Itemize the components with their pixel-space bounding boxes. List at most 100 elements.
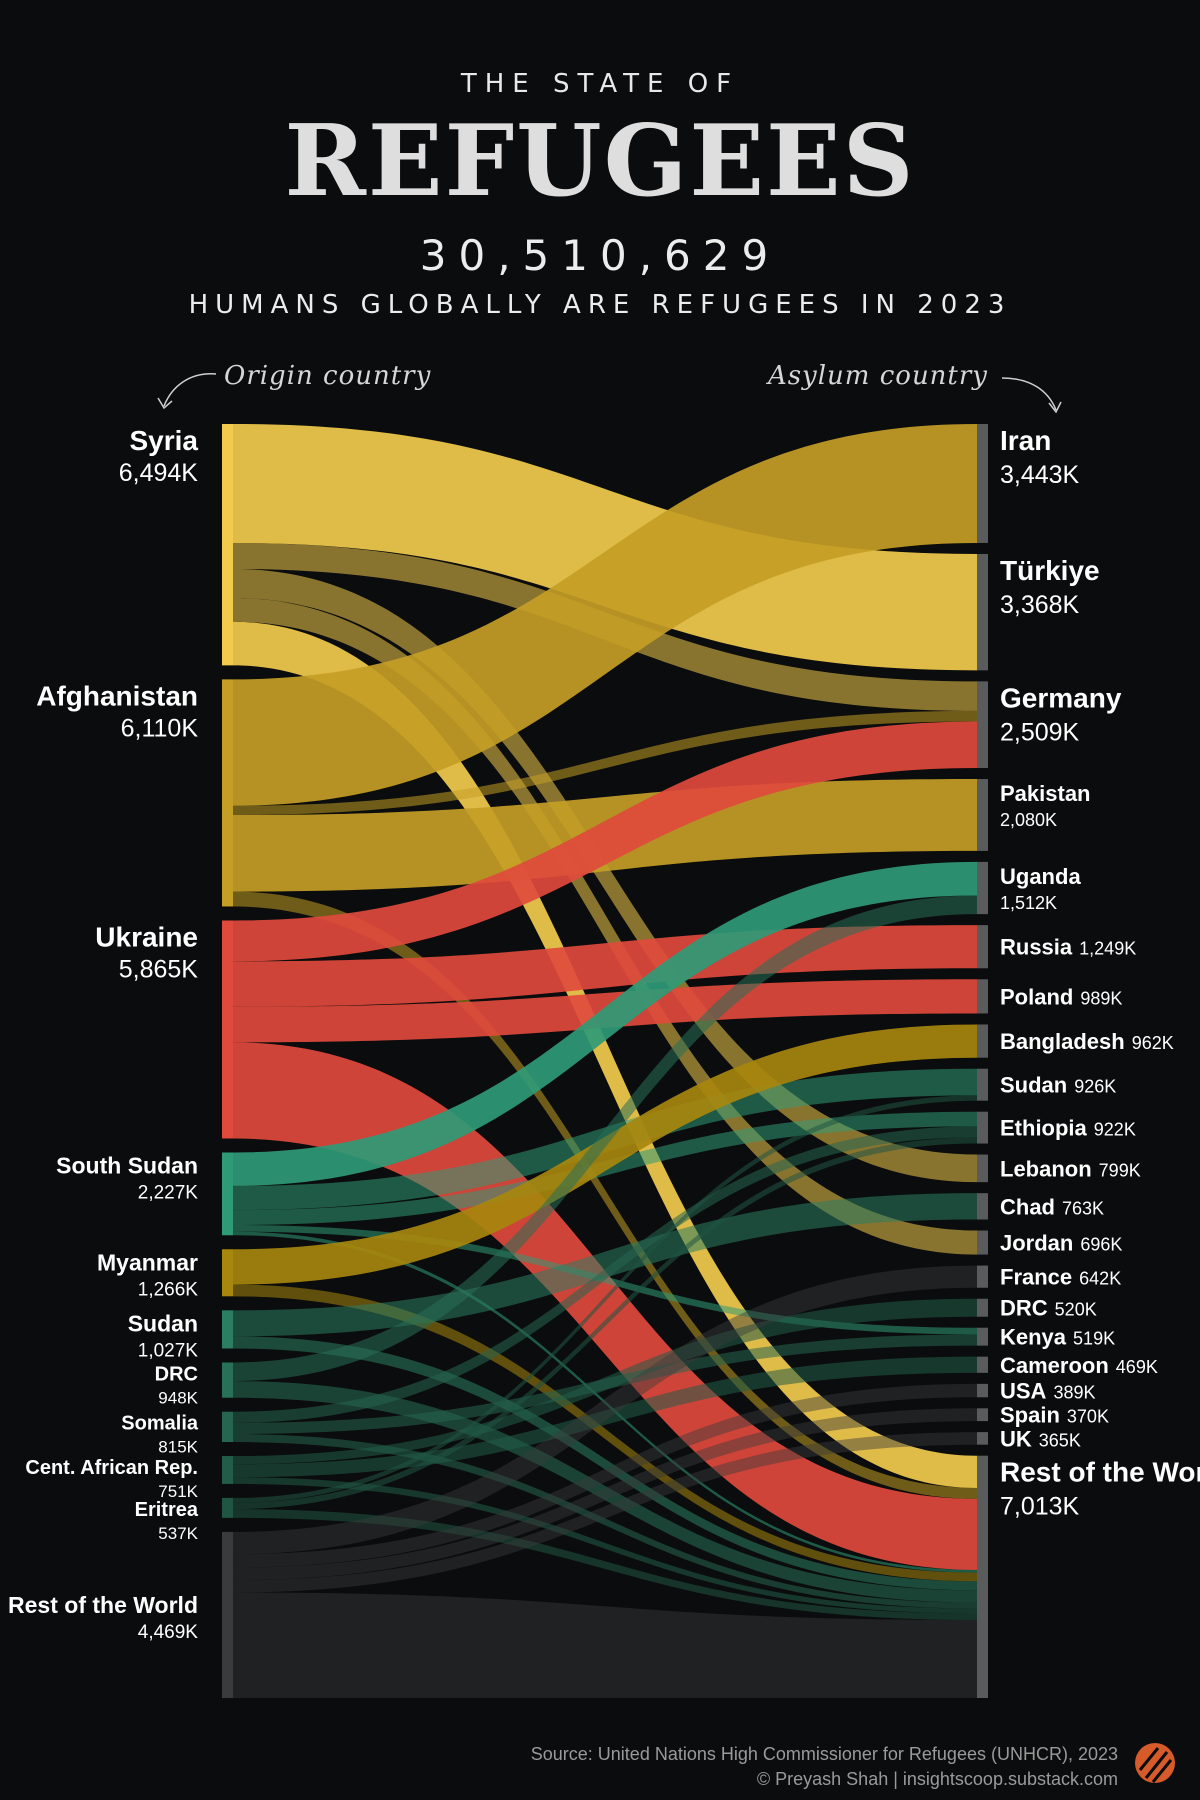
node-layer (222, 424, 988, 1698)
asylum-label-usa: USA 389K (1000, 1379, 1096, 1404)
asylum-label-poland: Poland 989K (1000, 984, 1122, 1009)
asylum-bar-sudan (977, 1068, 988, 1101)
asylum-bar-cameroon (977, 1356, 988, 1373)
total-count: 30,510,629 (420, 231, 780, 280)
origin-value-syria: 6,494K (119, 459, 199, 487)
flow-eritrea-to-ethiopia (233, 1137, 977, 1510)
asylum-label-cameroon: Cameroon 469K (1000, 1353, 1158, 1378)
asylum-label-russia: Russia 1,249K (1000, 935, 1136, 960)
asylum-label-jordan: Jordan 696K (1000, 1231, 1122, 1256)
asylum-value-iran: 3,443K (1000, 461, 1080, 489)
asylum-value-pakistan: 2,080K (1000, 810, 1057, 830)
asylum-bar-kenya (977, 1327, 988, 1346)
flow-rest-of-the-world-to-spain (233, 1408, 977, 1581)
asylum-value-uganda: 1,512K (1000, 893, 1057, 913)
subtitle: HUMANS GLOBALLY ARE REFUGEES IN 2023 (189, 290, 1012, 320)
asylum-annotation: Asylum country (766, 361, 1062, 414)
page-title: REFUGEES (284, 104, 915, 219)
asylum-arrowhead-icon (1048, 401, 1062, 414)
origin-label-rest-of-the-world: Rest of the World (8, 1592, 198, 1618)
asylum-label-uganda: Uganda (1000, 864, 1081, 889)
flow-eritrea-to-sudan (233, 1095, 977, 1503)
flow-drc-to-uganda (233, 895, 977, 1382)
brand-logo-icon (1135, 1743, 1175, 1783)
origin-value-somalia: 815K (158, 1438, 198, 1457)
flow-cent-african-rep-to-rest-of-the-world (233, 1477, 977, 1614)
flow-south-sudan-to-rest-of-the-world (233, 1231, 977, 1573)
origin-label-afghanistan: Afghanistan (36, 680, 198, 711)
origin-label-eritrea: Eritrea (135, 1499, 199, 1521)
origin-label-ukraine: Ukraine (95, 921, 198, 952)
asylum-value-t-rkiye: 3,368K (1000, 591, 1080, 619)
asylum-label-drc: DRC 520K (1000, 1296, 1097, 1321)
flow-afghanistan-to-iran (233, 424, 977, 806)
origin-label-south-sudan: South Sudan (56, 1152, 198, 1178)
asylum-label-iran: Iran (1000, 425, 1051, 456)
flow-drc-to-rest-of-the-world (233, 1381, 977, 1603)
origin-arrow-icon (163, 373, 217, 407)
source-text: Source: United Nations High Commissioner… (531, 1744, 1118, 1764)
origin-label-myanmar: Myanmar (97, 1249, 198, 1275)
origin-value-sudan: 1,027K (138, 1340, 199, 1361)
origin-value-eritrea: 537K (158, 1524, 198, 1543)
asylum-label: Asylum country (766, 361, 988, 391)
flow-rest-of-the-world-to-rest-of-the-world (233, 1592, 977, 1698)
origin-label-drc: DRC (155, 1363, 198, 1385)
origin-label-syria: Syria (130, 425, 199, 456)
asylum-bar-jordan (977, 1230, 988, 1255)
flow-rest-of-the-world-to-uk (233, 1432, 977, 1593)
flow-south-sudan-to-uganda (233, 861, 977, 1186)
flow-cent-african-rep-to-cameroon (233, 1356, 977, 1478)
origin-bar-sudan (222, 1310, 233, 1349)
origin-value-myanmar: 1,266K (138, 1279, 199, 1300)
asylum-bar-poland (977, 979, 988, 1014)
flow-ukraine-to-germany (233, 721, 977, 962)
asylum-bar-ethiopia (977, 1111, 988, 1144)
asylum-bar-germany (977, 681, 988, 769)
flow-somalia-to-rest-of-the-world (233, 1434, 977, 1609)
asylum-label-uk: UK 365K (1000, 1426, 1081, 1451)
asylum-label-t-rkiye: Türkiye (1000, 555, 1100, 586)
origin-label: Origin country (224, 361, 431, 391)
origin-bar-afghanistan (222, 679, 233, 907)
asylum-label-sudan: Sudan 926K (1000, 1073, 1116, 1098)
asylum-bar-t-rkiye (977, 553, 988, 671)
asylum-label-chad: Chad 763K (1000, 1194, 1104, 1219)
flow-layer (233, 424, 977, 1698)
origin-label-cent-african-rep: Cent. African Rep. (25, 1457, 198, 1479)
asylum-bar-pakistan (977, 779, 988, 851)
asylum-label-ethiopia: Ethiopia 922K (1000, 1116, 1136, 1141)
origin-bar-south-sudan (222, 1152, 233, 1236)
asylum-label-lebanon: Lebanon 799K (1000, 1156, 1141, 1181)
origin-value-afghanistan: 6,110K (121, 714, 199, 742)
asylum-arrow-icon (1001, 377, 1057, 411)
asylum-label-kenya: Kenya 519K (1000, 1325, 1115, 1350)
origin-value-cent-african-rep: 751K (158, 1482, 198, 1501)
flow-cent-african-rep-to-drc (233, 1298, 977, 1465)
asylum-label-rest-of-the-world: Rest of the World (1000, 1457, 1200, 1488)
asylum-bar-spain (977, 1408, 988, 1422)
flow-sudan-to-rest-of-the-world (233, 1336, 977, 1591)
credit-text: © Preyash Shah | insightscoop.substack.c… (757, 1769, 1118, 1789)
asylum-bar-france (977, 1265, 988, 1288)
asylum-bar-uk (977, 1432, 988, 1445)
origin-bar-syria (222, 424, 233, 666)
flow-eritrea-to-rest-of-the-world (233, 1509, 977, 1620)
asylum-bar-uganda (977, 861, 988, 915)
asylum-label-france: France 642K (1000, 1265, 1121, 1290)
asylum-bar-usa (977, 1383, 988, 1398)
flow-rest-of-the-world-to-usa (233, 1383, 977, 1568)
asylum-label-spain: Spain 370K (1000, 1403, 1109, 1428)
asylum-bar-chad (977, 1193, 988, 1220)
asylum-label-germany: Germany (1000, 682, 1122, 713)
origin-bar-ukraine (222, 920, 233, 1139)
origin-value-drc: 948K (158, 1388, 198, 1407)
asylum-bar-drc (977, 1298, 988, 1317)
origin-arrowhead-icon (157, 397, 173, 410)
asylum-bar-rest-of-the-world (977, 1455, 988, 1698)
asylum-bar-russia (977, 925, 988, 969)
asylum-value-rest-of-the-world: 7,013K (1000, 1493, 1080, 1521)
asylum-value-germany: 2,509K (1000, 718, 1080, 746)
origin-bar-eritrea (222, 1497, 233, 1518)
flow-myanmar-to-rest-of-the-world (233, 1284, 977, 1582)
